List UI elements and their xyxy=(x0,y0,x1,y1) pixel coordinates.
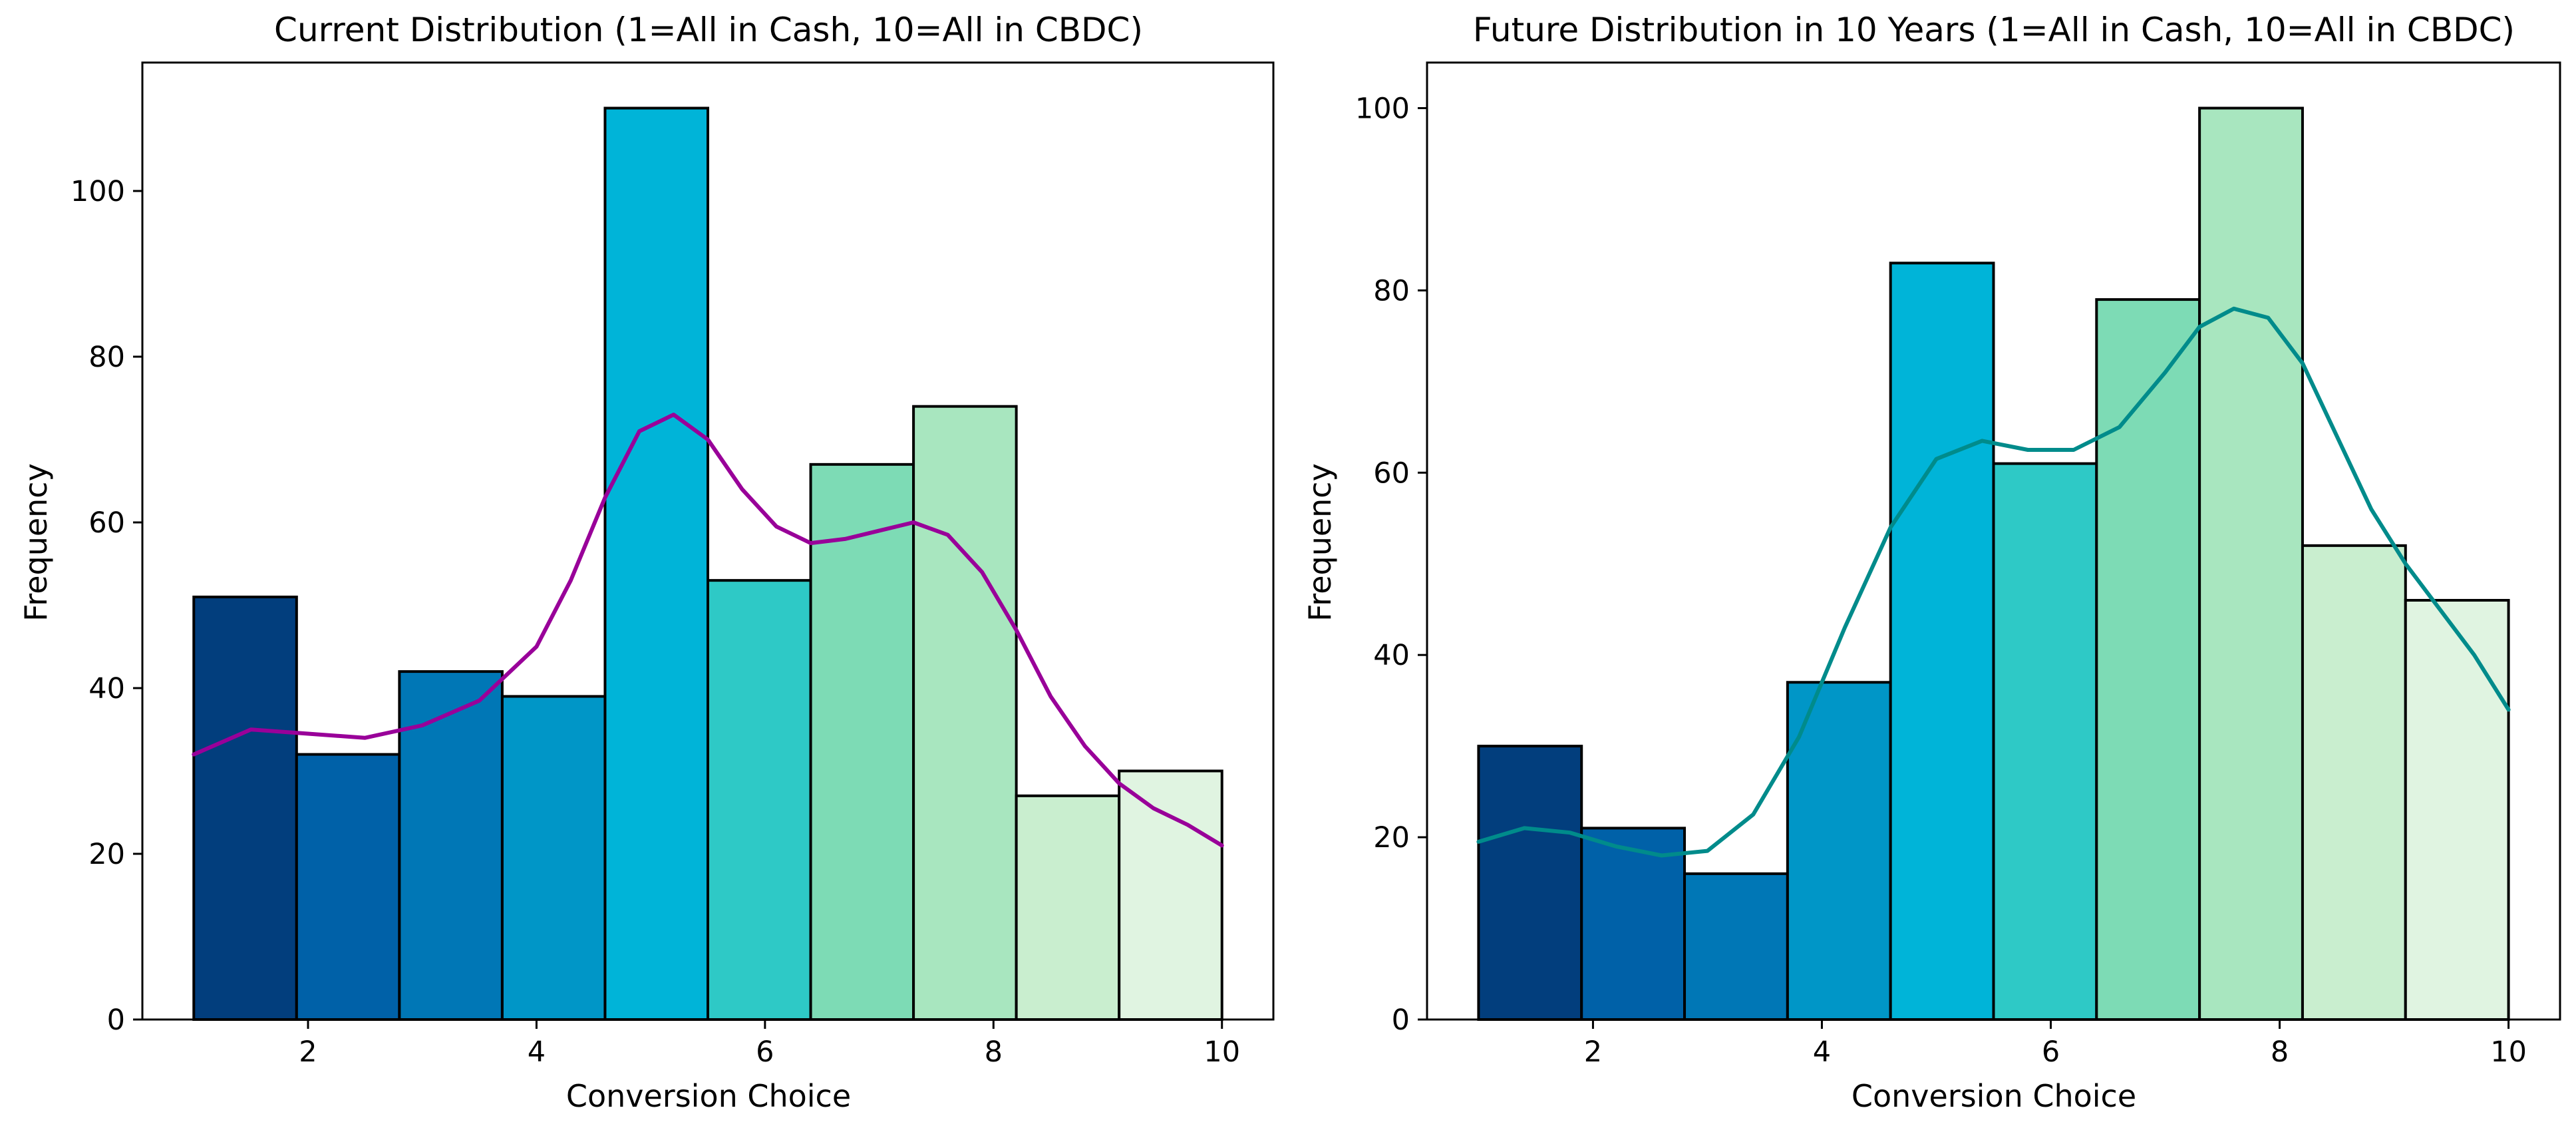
plot-frame xyxy=(1426,61,2561,1021)
y-axis-label: Frequency xyxy=(18,463,54,622)
chart-current-distribution: Current Distribution (1=All in Cash, 10=… xyxy=(18,11,1275,1114)
histogram-bar xyxy=(603,106,709,1021)
histogram-bar xyxy=(1683,872,1789,1022)
chart-future-distribution: Future Distribution in 10 Years (1=All i… xyxy=(1302,11,2561,1114)
histogram-bar xyxy=(192,596,298,1021)
y-tick-label: 60 xyxy=(1373,457,1410,490)
y-tick-label: 40 xyxy=(1373,639,1410,672)
histogram-bar xyxy=(1992,462,2098,1021)
y-tick-label: 40 xyxy=(88,672,125,705)
y-tick-label: 100 xyxy=(1355,92,1410,125)
histogram-bar xyxy=(1015,794,1121,1021)
kde-curve xyxy=(1476,306,2511,858)
x-tick-label: 4 xyxy=(528,1035,546,1069)
histogram-bar xyxy=(295,753,401,1021)
histogram-bar xyxy=(2301,544,2407,1021)
x-tick-label: 2 xyxy=(299,1035,317,1069)
histogram-bar xyxy=(1118,769,1223,1022)
x-tick-label: 10 xyxy=(1204,1035,1240,1069)
histogram-bar xyxy=(500,695,607,1021)
histogram-bar xyxy=(809,463,915,1021)
x-tick-label: 10 xyxy=(2490,1035,2527,1069)
plot-frame xyxy=(141,61,1275,1021)
x-tick-label: 6 xyxy=(756,1035,774,1069)
y-tick-label: 0 xyxy=(107,1004,125,1037)
histogram-bar xyxy=(1889,262,1995,1021)
y-tick-label: 80 xyxy=(1373,274,1410,307)
x-tick-label: 8 xyxy=(2271,1035,2289,1069)
y-tick-label: 100 xyxy=(71,175,125,208)
x-tick-label: 6 xyxy=(2042,1035,2060,1069)
y-tick-label: 80 xyxy=(88,341,125,374)
y-tick-label: 60 xyxy=(88,506,125,540)
histogram-bar xyxy=(2404,599,2510,1021)
chart-title: Future Distribution in 10 Years (1=All i… xyxy=(1473,11,2515,49)
x-tick-label: 4 xyxy=(1813,1035,1831,1069)
x-tick-label: 2 xyxy=(1584,1035,1602,1069)
x-axis-label: Conversion Choice xyxy=(1852,1078,2136,1114)
histogram-bar xyxy=(2095,298,2201,1022)
histogram-bar xyxy=(1580,827,1687,1022)
y-tick-label: 20 xyxy=(88,838,125,871)
x-axis-label: Conversion Choice xyxy=(566,1078,851,1114)
histogram-bar xyxy=(707,579,812,1021)
x-tick-label: 8 xyxy=(985,1035,1003,1069)
histogram-bar xyxy=(1786,681,1892,1022)
histogram-bar xyxy=(2198,106,2304,1021)
kde-curve xyxy=(192,413,1224,848)
y-tick-label: 20 xyxy=(1373,821,1410,854)
histogram-bar xyxy=(398,670,504,1021)
y-tick-label: 0 xyxy=(1392,1004,1410,1037)
y-axis-label: Frequency xyxy=(1302,463,1338,622)
histogram-bar xyxy=(1477,745,1583,1021)
histogram-bar xyxy=(912,405,1018,1021)
chart-title: Current Distribution (1=All in Cash, 10=… xyxy=(274,11,1143,49)
